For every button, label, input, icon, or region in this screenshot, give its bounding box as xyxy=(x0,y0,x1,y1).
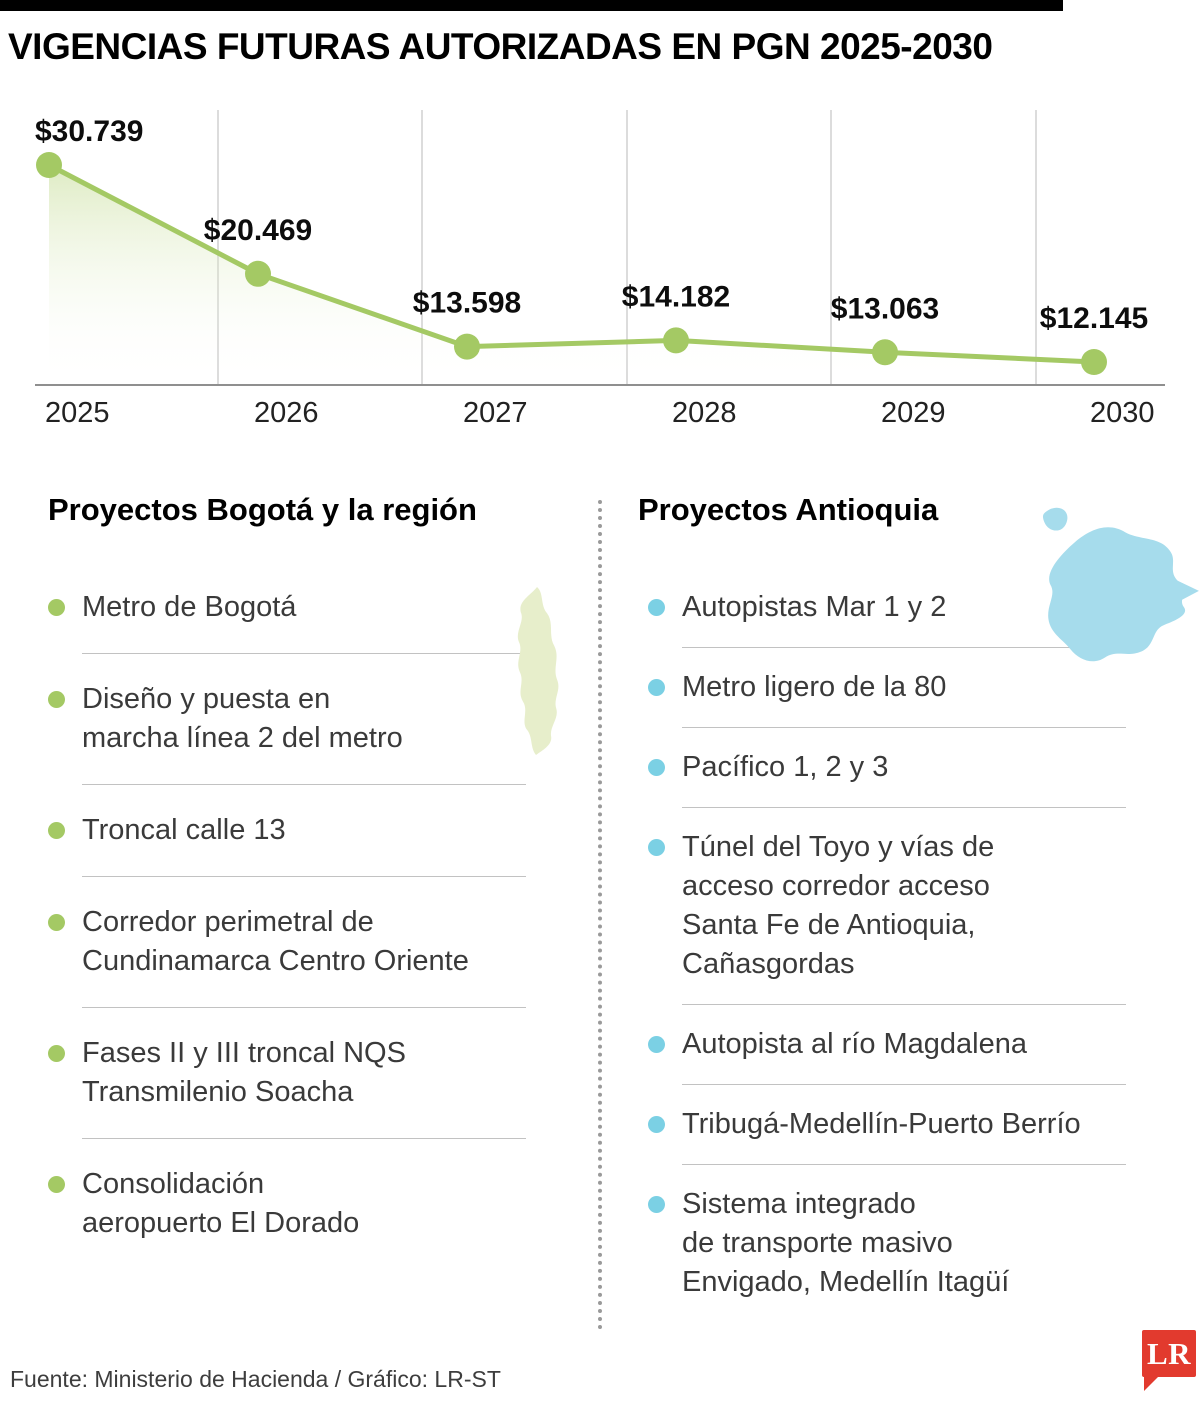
project-list-bogota: Metro de Bogotá Diseño y puesta en marcha… xyxy=(48,562,526,1269)
lr-logo: LR xyxy=(1142,1330,1196,1391)
list-item: Consolidación aeropuerto El Dorado xyxy=(48,1139,526,1269)
dotted-divider xyxy=(598,500,602,1330)
cundinamarca-shape xyxy=(517,587,559,755)
data-point xyxy=(245,260,271,287)
year-tick-label: 2027 xyxy=(463,397,528,429)
chart-svg: $30.739 2025 $20.469 2026 $13.598 2027 $14.182… xyxy=(35,110,1165,429)
project-name: Consolidación aeropuerto El Dorado xyxy=(82,1168,360,1239)
bullet-icon xyxy=(48,1045,65,1062)
value-label: $13.598 xyxy=(413,287,521,320)
antioquia-map xyxy=(1012,502,1199,709)
antioquia-shape-main xyxy=(1048,527,1186,662)
project-name: Fases II y III troncal NQS Transmilenio … xyxy=(82,1037,406,1108)
section-heading-antioquia: Proyectos Antioquia xyxy=(638,492,939,527)
value-label: $20.469 xyxy=(204,214,312,247)
list-item: Pacífico 1, 2 y 3 xyxy=(648,728,1126,808)
top-rule xyxy=(0,0,1063,11)
project-name: Sistema integrado de transporte masivo E… xyxy=(682,1188,1010,1298)
antioquia-shape-point xyxy=(1177,580,1199,601)
year-tick-label: 2030 xyxy=(1090,397,1155,429)
trend-line xyxy=(47,162,1095,365)
value-label: $14.182 xyxy=(622,280,730,313)
list-item: Túnel del Toyo y vías de acceso corredor… xyxy=(648,808,1126,1005)
year-tick-label: 2025 xyxy=(45,397,110,429)
project-name: Corredor perimetral de Cundinamarca Cent… xyxy=(82,906,469,977)
antioquia-shape-islet xyxy=(1042,507,1068,531)
lr-logo-tail xyxy=(1144,1377,1158,1391)
list-item: Diseño y puesta en marcha línea 2 del me… xyxy=(48,654,526,785)
project-name: Troncal calle 13 xyxy=(82,814,286,846)
bullet-icon xyxy=(648,679,665,696)
bullet-icon xyxy=(648,1196,665,1213)
bullet-icon xyxy=(648,1116,665,1133)
cundinamarca-map xyxy=(505,585,567,762)
bullet-icon xyxy=(48,1176,65,1193)
project-name: Autopistas Mar 1 y 2 xyxy=(682,591,947,623)
list-item: Troncal calle 13 xyxy=(48,785,526,877)
project-name: Metro ligero de la 80 xyxy=(682,671,947,703)
lr-logo-box: LR xyxy=(1142,1330,1196,1377)
section-heading-bogota: Proyectos Bogotá y la región xyxy=(48,492,477,527)
bullet-icon xyxy=(48,914,65,931)
bullet-icon xyxy=(648,839,665,856)
project-name: Metro de Bogotá xyxy=(82,591,297,623)
year-tick-label: 2028 xyxy=(672,397,737,429)
area-fill xyxy=(49,165,1094,385)
list-item: Metro ligero de la 80 xyxy=(648,648,1126,728)
year-tick-label: 2029 xyxy=(881,397,946,429)
bullet-icon xyxy=(48,691,65,708)
value-label: $12.145 xyxy=(1040,302,1148,335)
list-item: Tribugá-Medellín-Puerto Berrío xyxy=(648,1085,1126,1165)
data-point xyxy=(872,339,898,366)
bullet-icon xyxy=(48,822,65,839)
data-point xyxy=(1081,349,1107,375)
area-chart: $30.739 2025 $20.469 2026 $13.598 2027 $14.182… xyxy=(35,108,1165,443)
data-point xyxy=(36,152,62,178)
list-item: Fases II y III troncal NQS Transmilenio … xyxy=(48,1008,526,1139)
project-name: Pacífico 1, 2 y 3 xyxy=(682,751,889,783)
list-item: Autopista al río Magdalena xyxy=(648,1005,1126,1085)
data-point xyxy=(663,327,689,354)
list-item: Corredor perimetral de Cundinamarca Cent… xyxy=(48,877,526,1008)
bullet-icon xyxy=(648,1036,665,1053)
bullet-icon xyxy=(48,599,65,616)
projects-section: Proyectos Bogotá y la región Proyectos A… xyxy=(0,490,1200,1350)
list-item: Autopistas Mar 1 y 2 xyxy=(648,568,1126,648)
page-title: VIGENCIAS FUTURAS AUTORIZADAS EN PGN 202… xyxy=(8,26,993,67)
bullet-icon xyxy=(648,759,665,776)
value-label: $13.063 xyxy=(831,292,939,325)
year-tick-label: 2026 xyxy=(254,397,319,429)
value-label: $30.739 xyxy=(35,115,143,148)
list-item: Sistema integrado de transporte masivo E… xyxy=(648,1165,1126,1322)
list-item: Metro de Bogotá xyxy=(48,562,526,654)
project-list-antioquia: Autopistas Mar 1 y 2 Metro ligero de la 8… xyxy=(648,568,1126,1322)
project-name: Túnel del Toyo y vías de acceso corredor… xyxy=(682,831,995,980)
project-name: Autopista al río Magdalena xyxy=(682,1028,1027,1060)
source-credit: Fuente: Ministerio de Hacienda / Gráfico… xyxy=(10,1366,501,1392)
bullet-icon xyxy=(648,599,665,616)
project-name: Diseño y puesta en marcha línea 2 del me… xyxy=(82,683,403,754)
data-point xyxy=(454,333,480,360)
project-name: Tribugá-Medellín-Puerto Berrío xyxy=(682,1108,1081,1140)
